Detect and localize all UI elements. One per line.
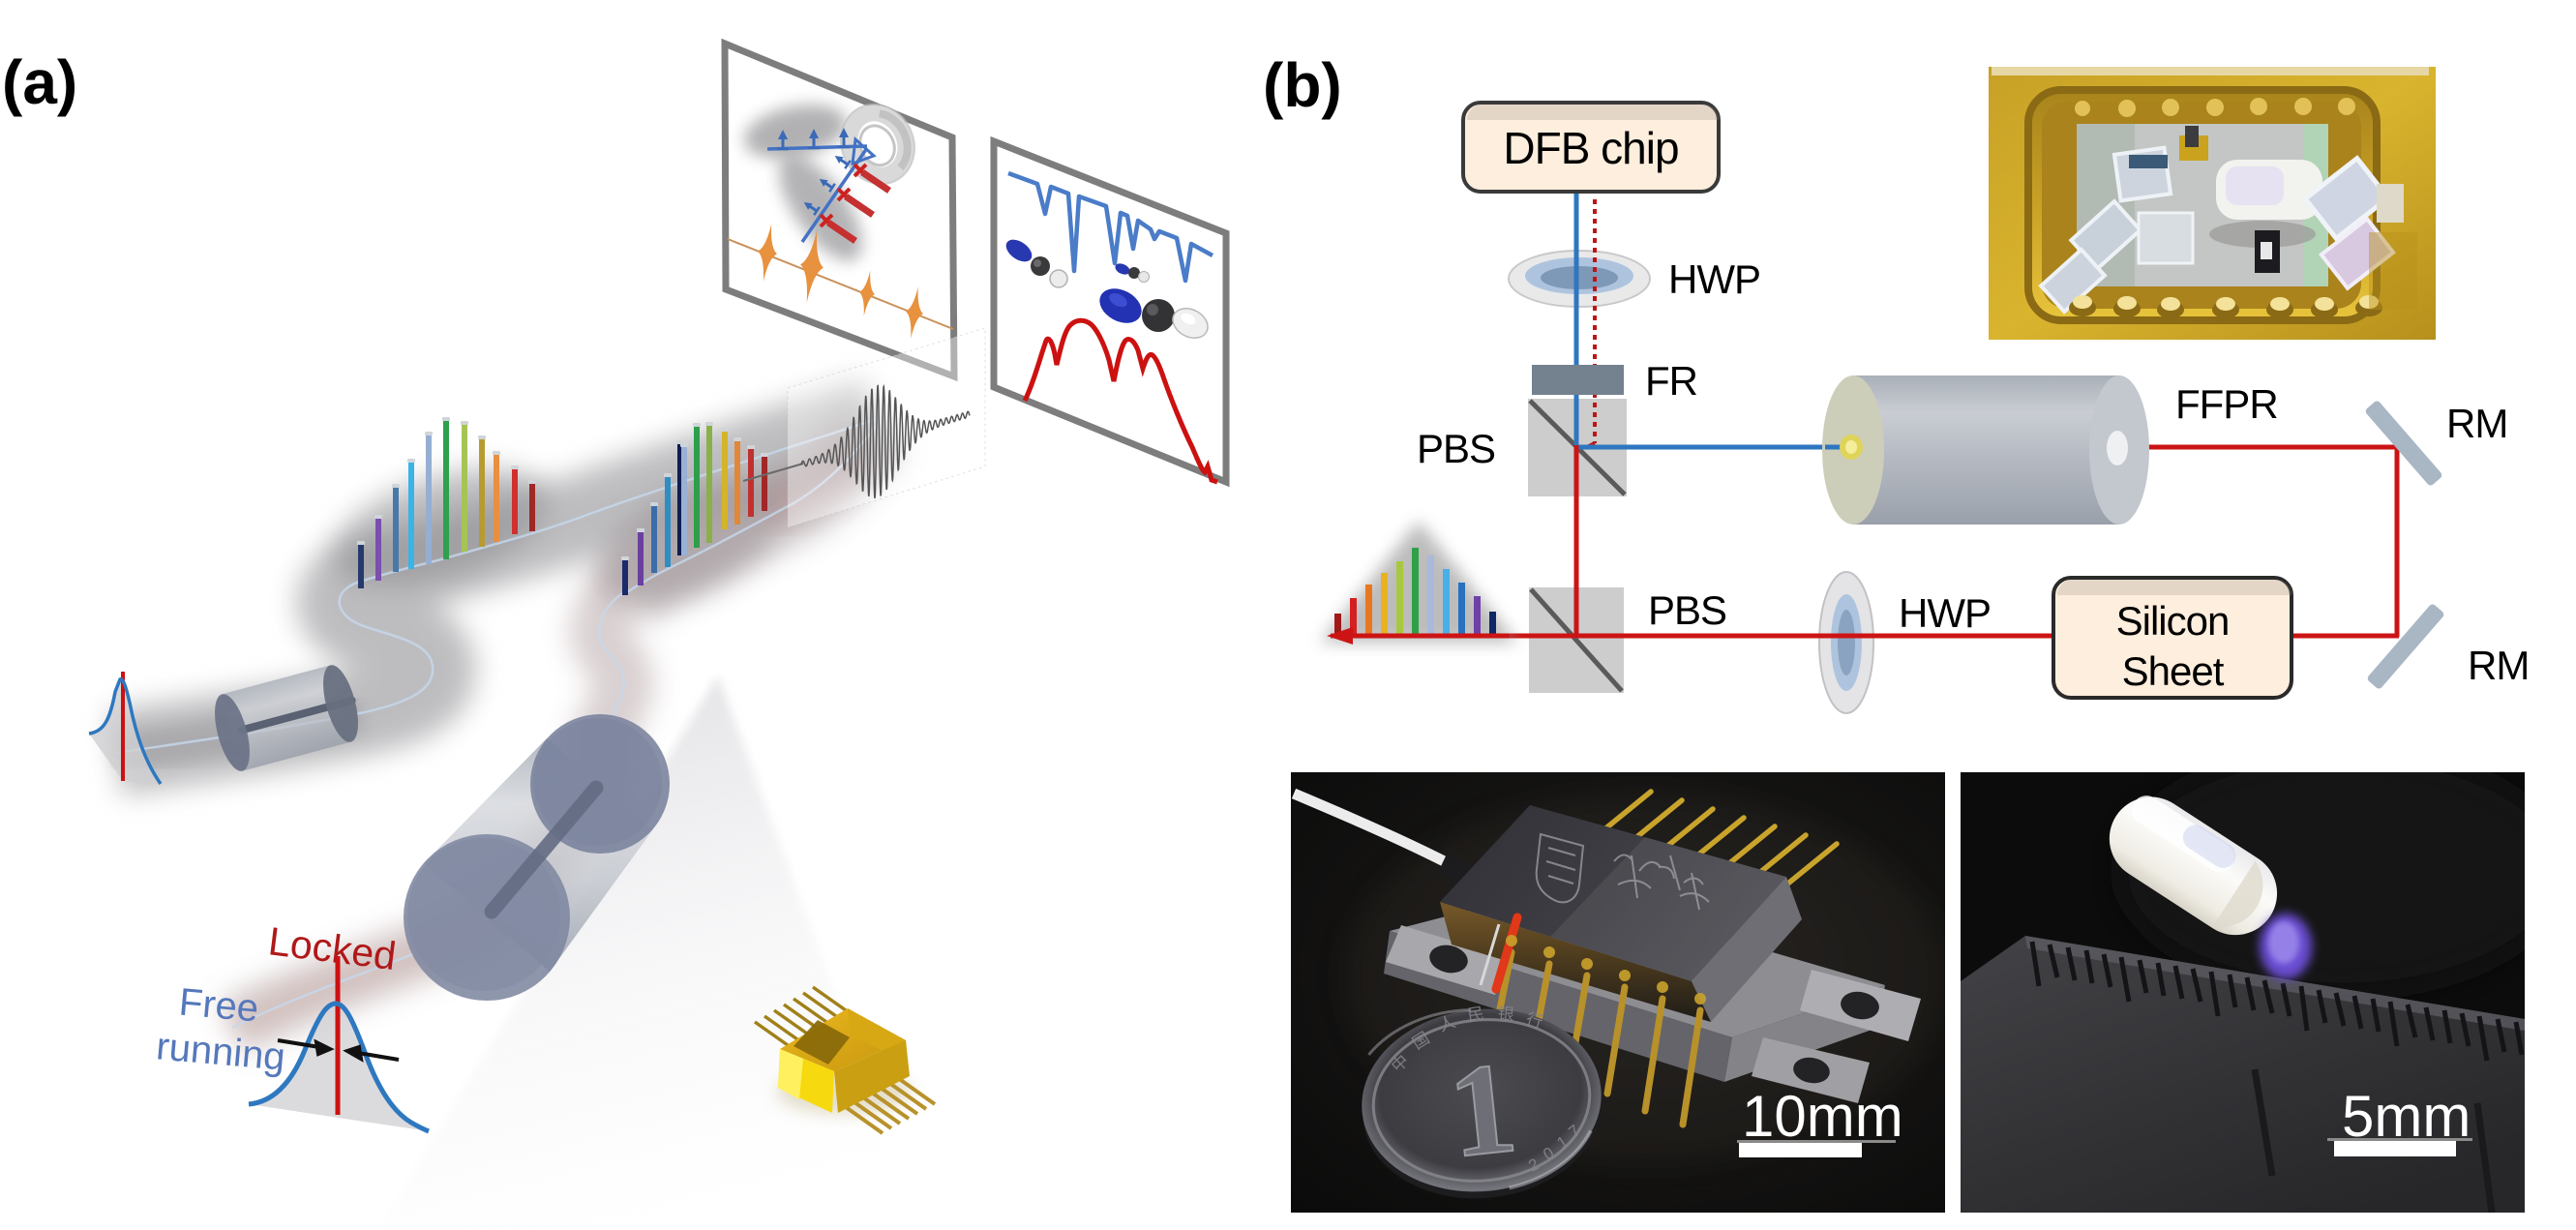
- svg-text:PBS: PBS: [1648, 587, 1726, 633]
- svg-text:DFB chip: DFB chip: [1503, 123, 1678, 173]
- svg-text:10mm: 10mm: [1742, 1084, 1903, 1149]
- svg-text:FFPR: FFPR: [2175, 381, 2278, 427]
- svg-text:RM: RM: [2468, 643, 2529, 688]
- svg-text:RM: RM: [2446, 401, 2507, 446]
- svg-text:HWP: HWP: [1668, 256, 1760, 302]
- svg-text:FR: FR: [1645, 358, 1697, 404]
- svg-text:Silicon: Silicon: [2116, 598, 2230, 644]
- svg-text:PBS: PBS: [1417, 426, 1495, 471]
- svg-text:Free: Free: [177, 981, 260, 1031]
- svg-text:HWP: HWP: [1899, 590, 1991, 636]
- svg-text:(b): (b): [1263, 50, 1342, 120]
- svg-text:银: 银: [1497, 1005, 1514, 1024]
- svg-text:(a): (a): [2, 47, 77, 117]
- svg-text:1: 1: [1443, 1035, 1523, 1185]
- svg-text:人: 人: [1436, 1012, 1457, 1035]
- svg-text:民: 民: [1466, 1005, 1484, 1025]
- svg-text:Sheet: Sheet: [2122, 648, 2225, 694]
- svg-text:5mm: 5mm: [2342, 1084, 2471, 1149]
- svg-text:Locked: Locked: [266, 918, 399, 978]
- svg-text:行: 行: [1524, 1009, 1545, 1032]
